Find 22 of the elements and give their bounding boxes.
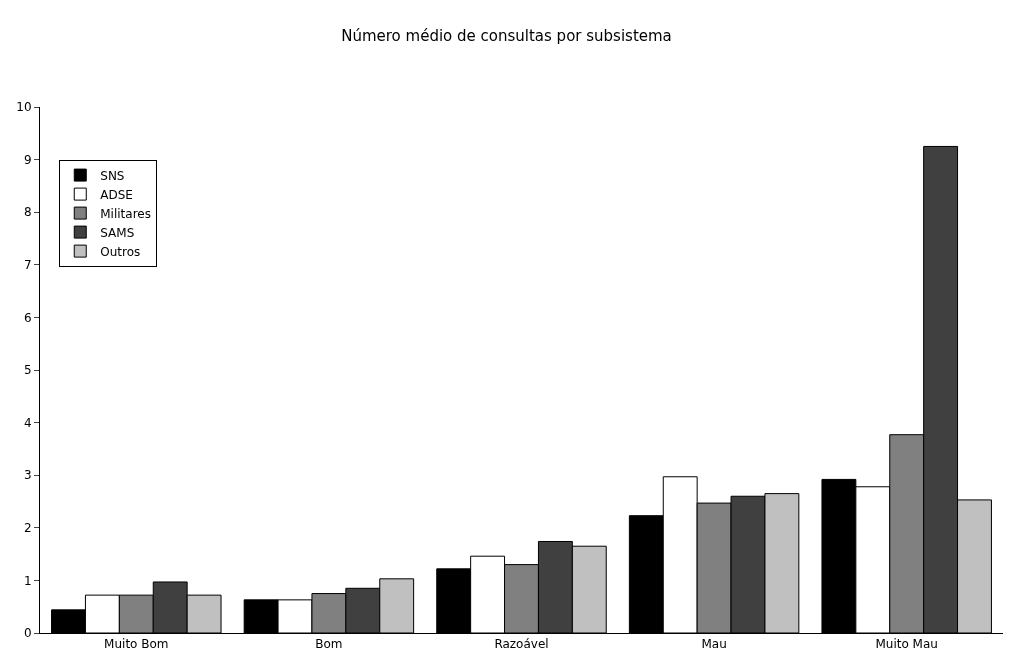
y-tick-label: 10 bbox=[16, 100, 32, 115]
y-tick-label: 0 bbox=[23, 626, 32, 641]
x-tick-label: Bom bbox=[315, 637, 343, 652]
legend-label: SAMS bbox=[100, 225, 135, 240]
legend-label: Outros bbox=[100, 244, 141, 259]
x-tick-label: Muito Bom bbox=[104, 637, 169, 652]
chart-title: Número médio de consultas por subsistema bbox=[341, 26, 672, 45]
y-tick-label: 7 bbox=[23, 258, 32, 272]
y-tick-label: 8 bbox=[23, 205, 32, 220]
y-tick-label: 9 bbox=[23, 152, 32, 167]
legend-label: Militares bbox=[100, 206, 151, 221]
y-tick-label: 2 bbox=[23, 521, 32, 535]
x-tick-label: Mau bbox=[701, 637, 727, 652]
y-tick-label: 6 bbox=[23, 310, 32, 325]
y-tick-label: 1 bbox=[23, 573, 32, 588]
y-tick-label: 5 bbox=[23, 363, 32, 378]
x-tick-label: Muito Mau bbox=[875, 637, 938, 652]
y-tick-label: 3 bbox=[23, 468, 32, 483]
x-tick-label: Razoável bbox=[494, 637, 549, 652]
y-tick-label: 4 bbox=[23, 415, 32, 430]
legend-label: SNS bbox=[100, 168, 125, 183]
legend-label: ADSE bbox=[100, 187, 133, 202]
